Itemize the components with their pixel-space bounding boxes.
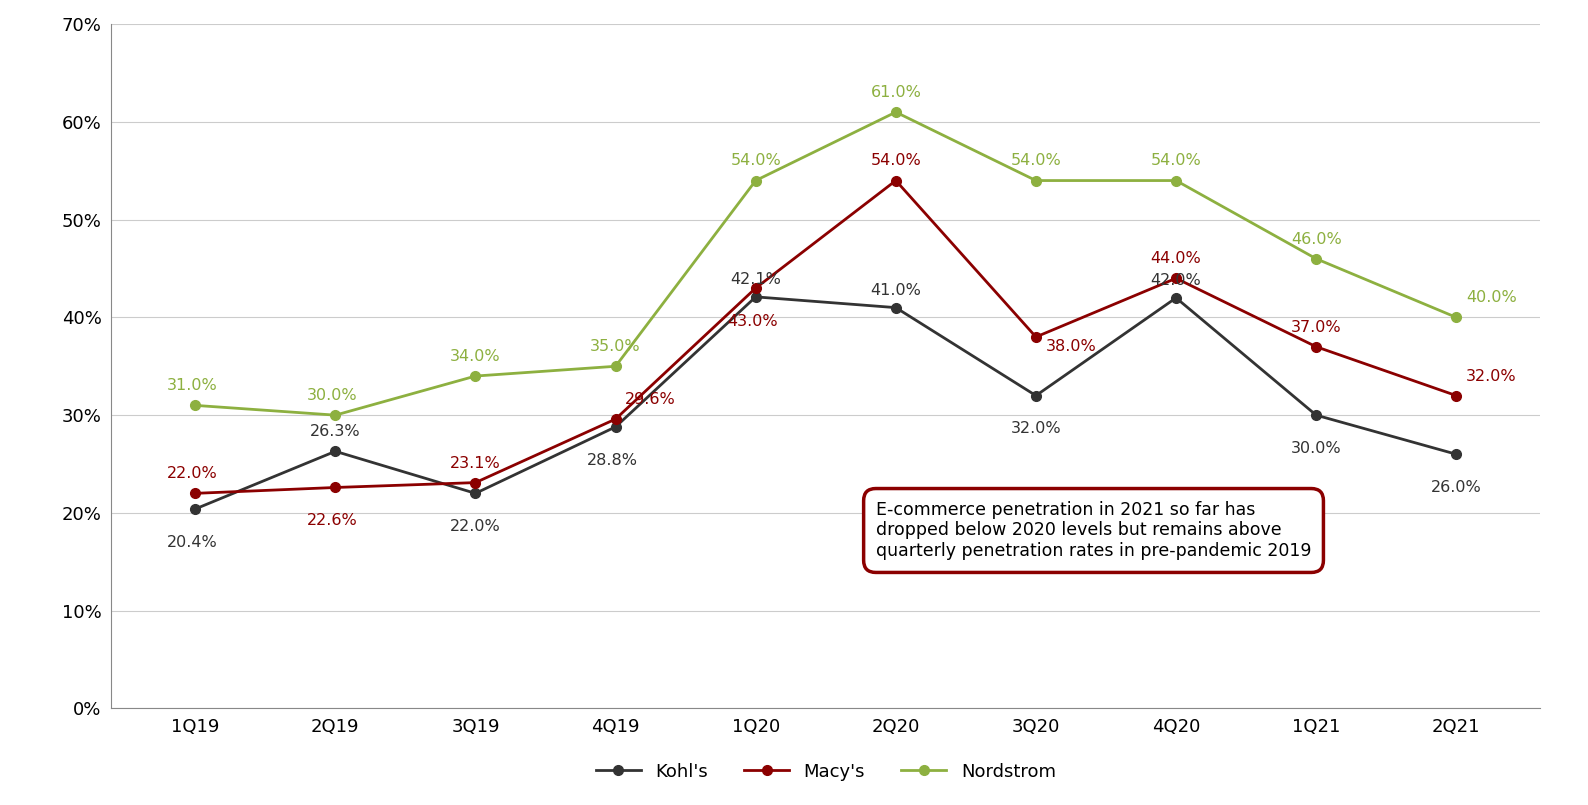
Text: 31.0%: 31.0% — [167, 378, 218, 394]
Text: 26.3%: 26.3% — [310, 424, 360, 440]
Text: 29.6%: 29.6% — [626, 392, 676, 407]
Text: 37.0%: 37.0% — [1291, 320, 1342, 335]
Text: 61.0%: 61.0% — [870, 85, 921, 100]
Text: 35.0%: 35.0% — [591, 339, 642, 354]
Text: 41.0%: 41.0% — [870, 283, 921, 298]
Text: 54.0%: 54.0% — [1151, 154, 1202, 168]
Text: 54.0%: 54.0% — [1010, 154, 1061, 168]
Text: 32.0%: 32.0% — [1466, 369, 1517, 383]
Text: 38.0%: 38.0% — [1045, 339, 1096, 354]
Text: 28.8%: 28.8% — [588, 452, 638, 468]
Text: E-commerce penetration in 2021 so far has
dropped below 2020 levels but remains : E-commerce penetration in 2021 so far ha… — [877, 501, 1312, 560]
Text: 46.0%: 46.0% — [1291, 232, 1342, 246]
Text: 40.0%: 40.0% — [1466, 291, 1517, 305]
Text: 30.0%: 30.0% — [1291, 441, 1342, 456]
Text: 43.0%: 43.0% — [727, 314, 778, 328]
Text: 20.4%: 20.4% — [167, 535, 218, 550]
Text: 23.1%: 23.1% — [449, 456, 500, 471]
Text: 42.0%: 42.0% — [1151, 273, 1202, 287]
Legend: Kohl's, Macy's, Nordstrom: Kohl's, Macy's, Nordstrom — [589, 756, 1062, 788]
Text: 54.0%: 54.0% — [870, 154, 921, 168]
Text: 34.0%: 34.0% — [449, 349, 500, 364]
Text: 22.6%: 22.6% — [306, 514, 357, 528]
Text: 26.0%: 26.0% — [1431, 480, 1482, 495]
Text: 22.0%: 22.0% — [167, 466, 218, 481]
Text: 44.0%: 44.0% — [1151, 251, 1202, 266]
Text: 32.0%: 32.0% — [1010, 421, 1061, 436]
Text: 30.0%: 30.0% — [306, 388, 357, 403]
Text: 22.0%: 22.0% — [449, 519, 500, 534]
Text: 54.0%: 54.0% — [730, 154, 781, 168]
Text: 42.1%: 42.1% — [730, 272, 781, 287]
